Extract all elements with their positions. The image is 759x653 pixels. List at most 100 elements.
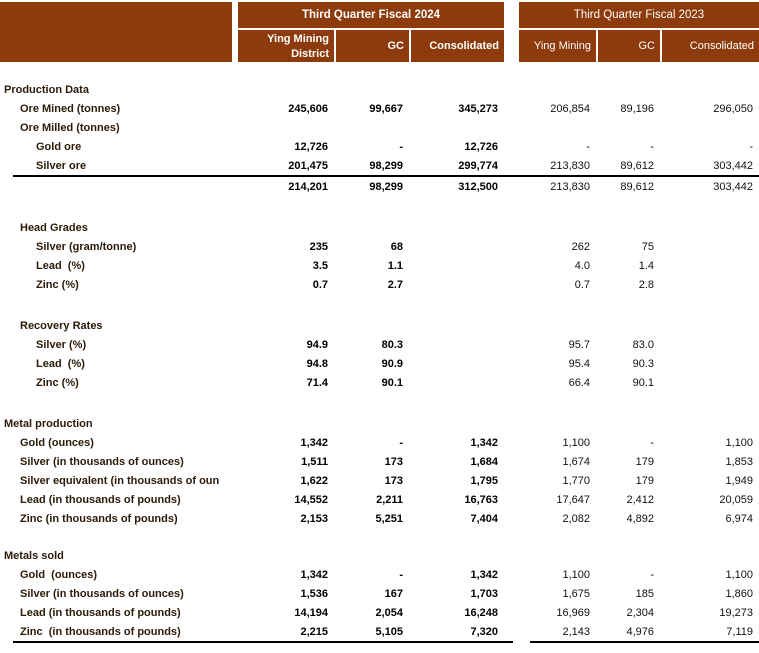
data-row: Lead (%) 3.5 1.1 4.0 1.4 bbox=[0, 256, 759, 275]
value-cell: 1,684 bbox=[470, 455, 498, 468]
row-label: Head Grades bbox=[20, 221, 88, 234]
value-cell: 167 bbox=[384, 587, 403, 600]
value-cell: - bbox=[650, 436, 654, 449]
value-cell: 66.4 bbox=[568, 376, 590, 389]
data-row: Silver (gram/tonne) 235 68 262 75 bbox=[0, 237, 759, 256]
row-label: Silver (gram/tonne) bbox=[36, 240, 137, 253]
row-label: Recovery Rates bbox=[20, 319, 103, 332]
value-cell: 1,342 bbox=[300, 568, 328, 581]
data-row: Zinc (%) 0.7 2.7 0.7 2.8 bbox=[0, 275, 759, 294]
table-body: Production Data Ore Mined (tonnes) 245,606… bbox=[0, 80, 759, 643]
section-row: Production Data bbox=[0, 80, 759, 99]
header-gap bbox=[504, 2, 519, 62]
value-cell: 245,606 bbox=[288, 102, 328, 115]
row-label: Metals sold bbox=[4, 549, 64, 562]
row-label: Zinc (in thousands of pounds) bbox=[20, 512, 178, 525]
value-cell: 16,248 bbox=[464, 606, 498, 619]
value-cell: 1,622 bbox=[300, 474, 328, 487]
value-cell: 4.0 bbox=[574, 259, 590, 272]
row-label: Silver (in thousands of ounces) bbox=[20, 587, 184, 600]
subheader-row-2024: Ying Mining District GC Consolidated bbox=[238, 30, 504, 62]
value-cell: 1,511 bbox=[301, 455, 328, 468]
value-cell: 4,892 bbox=[626, 512, 654, 525]
bottom-rule-left bbox=[13, 641, 513, 643]
data-row: Lead (in thousands of pounds) 14,194 2,054… bbox=[0, 603, 759, 622]
value-cell: - bbox=[399, 436, 403, 449]
value-cell: 3.5 bbox=[312, 259, 328, 272]
value-cell: 6,974 bbox=[725, 512, 753, 525]
header-label-block bbox=[0, 2, 232, 62]
row-label: Silver (in thousands of ounces) bbox=[20, 455, 184, 468]
row-label: Ore Mined (tonnes) bbox=[20, 102, 121, 115]
value-cell: 89,612 bbox=[620, 180, 654, 193]
value-cell: 7,320 bbox=[470, 625, 498, 638]
value-cell: 303,442 bbox=[713, 159, 753, 172]
row-label: Silver ore bbox=[36, 159, 87, 172]
data-row: Silver ore 201,475 98,299 299,774 213,830 89,… bbox=[0, 156, 759, 175]
value-cell: 90.1 bbox=[381, 376, 403, 389]
data-row: Zinc (in thousands of pounds) 2,215 5,105 7… bbox=[0, 622, 759, 641]
data-row: Silver (in thousands of ounces) 1,511 173 1… bbox=[0, 452, 759, 471]
section-row: Metal production bbox=[0, 414, 759, 433]
value-cell: 90.1 bbox=[632, 376, 654, 389]
value-cell: - bbox=[586, 140, 590, 153]
row-label: Gold ore bbox=[36, 140, 82, 153]
value-cell: 2,082 bbox=[562, 512, 590, 525]
period-title-2023: Third Quarter Fiscal 2023 bbox=[519, 2, 759, 30]
value-cell: 89,612 bbox=[620, 159, 654, 172]
value-cell: 5,105 bbox=[375, 625, 403, 638]
data-row: Zinc (in thousands of pounds) 2,153 5,251 7… bbox=[0, 509, 759, 528]
value-cell: 173 bbox=[384, 474, 403, 487]
value-cell: 1,100 bbox=[725, 568, 753, 581]
row-label: Metal production bbox=[4, 417, 93, 430]
data-row: Gold (ounces) 1,342 - 1,342 1,100 - 1,100 bbox=[0, 565, 759, 584]
row-label: Lead (%) bbox=[36, 259, 85, 272]
value-cell: 17,647 bbox=[556, 493, 590, 506]
value-cell: 206,854 bbox=[550, 102, 590, 115]
row-label: Ore Milled (tonnes) bbox=[20, 121, 120, 134]
value-cell: - bbox=[399, 140, 403, 153]
value-cell: 2,211 bbox=[376, 493, 403, 506]
value-cell: 2,143 bbox=[562, 625, 590, 638]
value-cell: 90.9 bbox=[381, 357, 403, 370]
section-row: Metals sold bbox=[0, 546, 759, 565]
value-cell: 89,196 bbox=[620, 102, 654, 115]
value-cell: 185 bbox=[635, 587, 654, 600]
row-label: Gold (ounces) bbox=[20, 436, 94, 449]
header-group-fiscal-2023: Third Quarter Fiscal 2023 Ying Mining GC… bbox=[519, 2, 759, 62]
value-cell: 213,830 bbox=[550, 159, 590, 172]
value-cell: 1,795 bbox=[470, 474, 498, 487]
row-label: Silver equivalent (in thousands of oun bbox=[20, 474, 220, 487]
value-cell: - bbox=[399, 568, 403, 581]
total-row: 214,201 98,299 312,500 213,830 89,612 303,442 bbox=[0, 177, 759, 196]
section-row: Head Grades bbox=[0, 218, 759, 237]
value-cell: 2,153 bbox=[300, 512, 328, 525]
value-cell: 16,763 bbox=[464, 493, 498, 506]
data-row: Silver (%) 94.9 80.3 95.7 83.0 bbox=[0, 335, 759, 354]
value-cell: 19,273 bbox=[719, 606, 753, 619]
value-cell: 1,949 bbox=[725, 474, 753, 487]
value-cell: 14,194 bbox=[294, 606, 328, 619]
value-cell: 235 bbox=[309, 240, 328, 253]
period-title-2024: Third Quarter Fiscal 2024 bbox=[238, 2, 504, 30]
value-cell: 2,054 bbox=[375, 606, 403, 619]
data-row: Ore Milled (tonnes) bbox=[0, 118, 759, 137]
value-cell: 1,770 bbox=[562, 474, 590, 487]
bottom-rule-right bbox=[530, 641, 759, 643]
col-header-consolidated-2023: Consolidated bbox=[660, 30, 759, 62]
value-cell: 4,976 bbox=[626, 625, 654, 638]
value-cell: 1,536 bbox=[300, 587, 328, 600]
value-cell: 179 bbox=[635, 474, 654, 487]
value-cell: 0.7 bbox=[574, 278, 590, 291]
value-cell: 1.1 bbox=[387, 259, 403, 272]
value-cell: 98,299 bbox=[369, 159, 403, 172]
value-cell: 95.4 bbox=[568, 357, 590, 370]
value-cell: 12,726 bbox=[294, 140, 328, 153]
row-label: Lead (%) bbox=[36, 357, 85, 370]
value-cell: 1,100 bbox=[562, 568, 590, 581]
value-cell: - bbox=[650, 568, 654, 581]
value-cell: 2,412 bbox=[626, 493, 654, 506]
value-cell: 90.3 bbox=[632, 357, 654, 370]
value-cell: 14,552 bbox=[294, 493, 328, 506]
